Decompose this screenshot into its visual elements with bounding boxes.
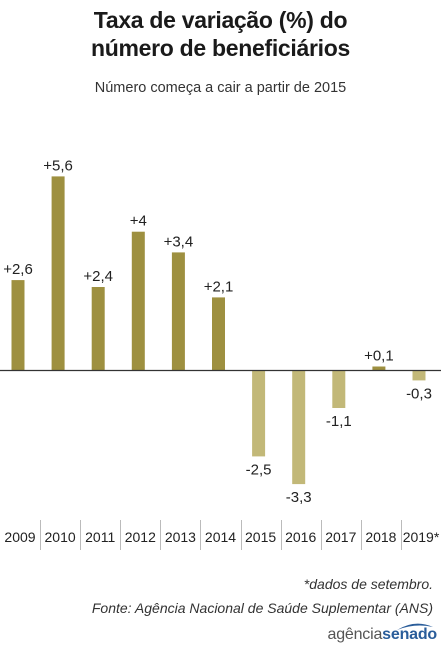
- bar-2015: [252, 370, 266, 457]
- data-label-2011: +2,4: [83, 268, 113, 285]
- chart-title: Taxa de variação (%) do número de benefi…: [0, 6, 441, 62]
- year-label-2016: 2016: [285, 529, 316, 545]
- bar-2014: [212, 297, 225, 370]
- chart-title-line2: número de beneficiários: [91, 35, 350, 61]
- bar-2009: [11, 280, 25, 370]
- year-label-2019: 2019*: [403, 529, 440, 545]
- year-label-2009: 2009: [4, 529, 35, 545]
- year-label-2012: 2012: [125, 529, 156, 545]
- data-label-2015: -2,5: [246, 461, 272, 478]
- data-label-2018: +0,1: [364, 348, 394, 365]
- year-label-2010: 2010: [45, 529, 76, 545]
- bar-2016: [292, 370, 306, 485]
- footnote-block: *dados de setembro. Fonte: Agência Nacio…: [92, 572, 433, 620]
- data-label-2016: -3,3: [286, 489, 312, 506]
- bar-2011: [91, 287, 105, 370]
- bar-2010: [51, 176, 65, 370]
- chart-subtitle: Número começa a cair a partir de 2015: [94, 80, 347, 96]
- bar-2013: [171, 252, 185, 370]
- logo-part2: senado: [382, 626, 437, 643]
- data-label-2009: +2,6: [3, 261, 33, 278]
- data-label-2019: -0,3: [406, 385, 432, 402]
- bar-2012: [131, 231, 145, 370]
- logo-swoosh-icon: [397, 623, 433, 630]
- year-label-2015: 2015: [245, 529, 276, 545]
- data-label-2010: +5,6: [43, 157, 73, 174]
- data-label-2012: +4: [130, 213, 147, 230]
- logo-part1: agência: [327, 626, 383, 643]
- year-label-2013: 2013: [165, 529, 196, 545]
- source-text: Fonte: Agência Nacional de Saúde Supleme…: [91, 600, 433, 616]
- year-label-2014: 2014: [205, 529, 236, 545]
- footnote-text: *dados de setembro.: [303, 576, 433, 592]
- data-label-2014: +2,1: [204, 278, 234, 295]
- data-label-2017: -1,1: [326, 413, 352, 430]
- bar-chart: +2,6 2009 +5,6 2010 +2,4 2011 +4 2012 +3,4 2013 +2…: [0, 157, 441, 550]
- year-label-2017: 2017: [325, 529, 356, 545]
- bar-2017: [332, 370, 346, 408]
- year-label-2011: 2011: [85, 529, 115, 545]
- chart-title-line1: Taxa de variação (%) do: [93, 7, 348, 33]
- bar-2019: [412, 370, 426, 381]
- year-label-2018: 2018: [365, 529, 396, 545]
- data-label-2013: +3,4: [164, 233, 194, 250]
- agencia-senado-logo: agênciasenado: [327, 626, 438, 644]
- bar-2018: [372, 366, 386, 370]
